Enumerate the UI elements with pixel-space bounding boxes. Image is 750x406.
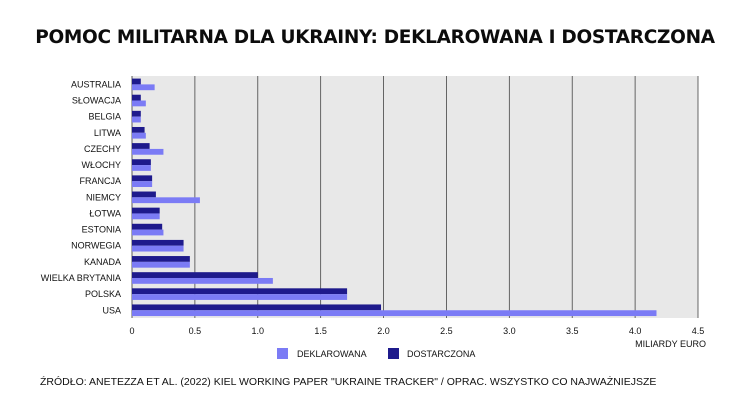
bar-deklarowana (132, 165, 151, 171)
category-label: WIELKA BRYTANIA (41, 273, 121, 283)
bar-dostarczona (132, 207, 160, 214)
category-label: ŁOTWA (89, 208, 121, 218)
bar-deklarowana (132, 181, 153, 187)
bar-deklarowana (132, 261, 190, 268)
x-tick-label: 0 (129, 326, 134, 336)
bar-deklarowana (132, 148, 164, 155)
bar-deklarowana (132, 277, 273, 284)
category-label: WŁOCHY (81, 160, 121, 170)
bar-deklarowana (132, 213, 160, 220)
bar-dostarczona (132, 191, 156, 198)
x-tick-label: 1.5 (314, 326, 327, 336)
category-label: AUSTRALIA (71, 79, 121, 89)
x-tick-label: 4.0 (629, 326, 642, 336)
category-label: NIEMCY (86, 192, 121, 202)
legend-swatch-dostarczona (388, 348, 399, 359)
bar-deklarowana (132, 245, 184, 252)
bars (132, 78, 657, 317)
bar-deklarowana (132, 116, 141, 123)
chart-title: POMOC MILITARNA DLA UKRAINY: DEKLAROWANA… (35, 27, 715, 48)
category-label: ESTONIA (82, 225, 121, 235)
bar-dostarczona (132, 110, 141, 117)
bar-deklarowana (132, 132, 146, 139)
category-label: BELGIA (88, 112, 121, 122)
bar-dostarczona (132, 78, 141, 85)
bar-dostarczona (132, 143, 150, 149)
category-labels: AUSTRALIA SŁOWACJA BELGIA LITWA CZECHY WŁOCHY… (41, 79, 121, 315)
legend-label-dostarczona: DOSTARCZONA (407, 349, 475, 359)
category-label: POLSKA (85, 289, 121, 299)
bar-deklarowana (132, 310, 657, 317)
bar-dostarczona (132, 175, 153, 182)
bar-deklarowana (132, 197, 200, 204)
bar-deklarowana (132, 294, 348, 300)
category-label: CZECHY (84, 144, 121, 154)
x-axis-label: MILIARDY EURO (635, 339, 706, 349)
category-label: USA (102, 305, 121, 315)
bar-dostarczona (132, 288, 348, 295)
category-label: FRANCJA (79, 176, 121, 186)
x-tick-label: 4.5 (692, 326, 705, 336)
category-label: LITWA (94, 128, 121, 138)
category-label: SŁOWACJA (72, 96, 121, 106)
x-tick-label: 2.5 (440, 326, 453, 336)
source-note: ŹRÓDŁO: ANETEZZA ET AL. (2022) KIEL WORK… (40, 376, 657, 388)
x-tick-label: 0.5 (189, 326, 202, 336)
bar-dostarczona (132, 94, 141, 101)
bar-dostarczona (132, 272, 258, 278)
bar-dostarczona (132, 239, 184, 246)
x-tick-label: 2.0 (377, 326, 390, 336)
x-tick-label: 3.5 (566, 326, 579, 336)
x-tick-label: 3.0 (503, 326, 516, 336)
category-label: KANADA (84, 257, 121, 267)
legend: DEKLAROWANA DOSTARCZONA (277, 348, 475, 359)
x-tick-labels: 0 0.5 1.0 1.5 2.0 2.5 3.0 3.5 4.0 4.5 (129, 326, 704, 336)
bar-dostarczona (132, 304, 382, 311)
bar-deklarowana (132, 100, 146, 107)
bar-dostarczona (132, 126, 145, 133)
bar-dostarczona (132, 159, 151, 166)
category-label: NORWEGIA (71, 241, 121, 251)
legend-label-deklarowana: DEKLAROWANA (297, 349, 367, 359)
x-tick-label: 1.0 (252, 326, 265, 336)
legend-swatch-deklarowana (277, 348, 288, 359)
bar-dostarczona (132, 223, 163, 230)
bar-deklarowana (132, 84, 155, 91)
bar-deklarowana (132, 229, 164, 236)
bar-dostarczona (132, 256, 190, 262)
